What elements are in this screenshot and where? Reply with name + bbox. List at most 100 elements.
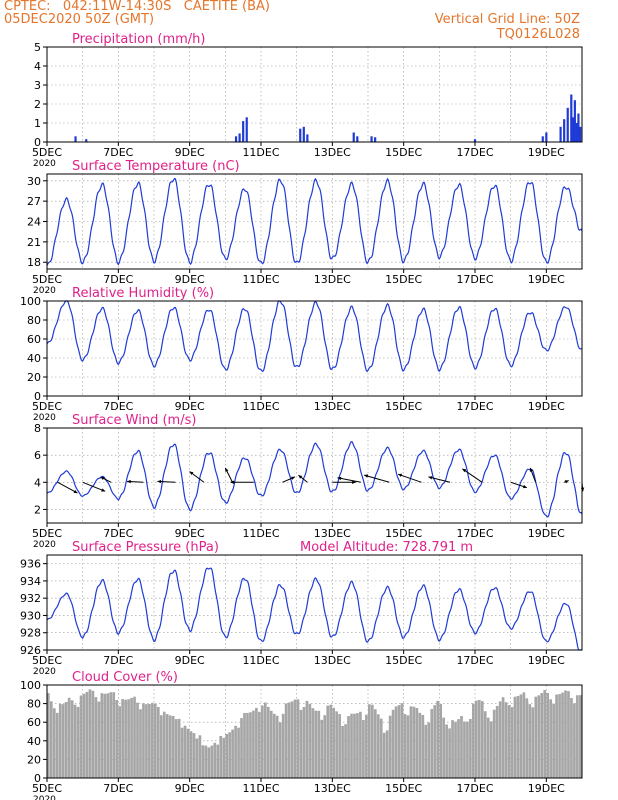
precip-bar <box>545 132 548 142</box>
cloud-bar <box>477 699 481 778</box>
y-tick-label: 5 <box>34 41 41 54</box>
cloud-bar <box>70 700 74 778</box>
cloud-bar <box>76 706 80 778</box>
cloud-bar <box>513 696 517 778</box>
cloud-bar <box>356 713 359 778</box>
cloud-bar <box>162 711 166 778</box>
cloud-bar <box>483 711 487 778</box>
precip-bar <box>575 123 578 142</box>
cloud-bar <box>49 701 53 778</box>
x-tick-label: 15DEC <box>385 654 422 667</box>
cloud-bar <box>314 710 318 778</box>
cloud-bar <box>139 709 142 778</box>
cloud-bar <box>308 703 312 778</box>
cloud-bar <box>439 703 443 778</box>
cloud-bar <box>451 720 454 778</box>
precip-bar <box>234 136 238 142</box>
y-tick-label: 8 <box>34 422 41 435</box>
panel-precip: Precipitation (mm/h) 0 1 2 3 4 5 5DEC 7DEC 9DEC 11… <box>32 32 583 169</box>
precip-bar <box>577 113 580 142</box>
cloud-bar <box>61 704 65 778</box>
cloud-bar <box>350 713 353 778</box>
y-tick-label: 0 <box>34 390 41 403</box>
x-year-label: 2020 <box>33 667 56 677</box>
cloud-bar <box>329 704 333 778</box>
cloud-bar <box>222 737 226 778</box>
y-tick-label: 4 <box>34 60 41 73</box>
x-tick-label: 7DEC <box>103 527 133 540</box>
cloud-bar <box>546 692 550 778</box>
x-tick-label: 15DEC <box>385 527 422 540</box>
cloud-bar <box>561 692 564 778</box>
cloud-bar <box>394 706 398 778</box>
x-tick-label: 11DEC <box>242 273 279 286</box>
y-tick-label: 27 <box>27 195 41 208</box>
x-tick-label: 11DEC <box>242 527 279 540</box>
cloud-bar <box>430 709 434 778</box>
cloud-bar <box>240 718 243 778</box>
cloud-bar <box>460 716 463 778</box>
y-tick-label: 80 <box>27 314 41 327</box>
cloud-bar <box>296 699 300 778</box>
panel-frame <box>46 46 583 143</box>
cloud-bar <box>579 695 582 778</box>
cloud-bar <box>106 693 110 778</box>
cloud-bar <box>433 705 437 778</box>
x-year-label: 2020 <box>33 413 56 423</box>
cloud-bar <box>195 738 199 778</box>
wind-arrow-head <box>291 476 295 480</box>
pres-series-line <box>46 567 582 651</box>
cloud-bar <box>52 708 56 778</box>
wind-arrow <box>57 481 78 494</box>
x-tick-label: 17DEC <box>456 654 493 667</box>
precip-bar <box>238 133 241 142</box>
panel-title: Relative Humidity (%) <box>72 286 214 301</box>
precip-bar <box>370 136 373 142</box>
cloud-bar <box>124 699 127 778</box>
x-tick-label: 9DEC <box>175 654 205 667</box>
precip-bar <box>85 139 88 142</box>
cloud-bar <box>376 714 380 778</box>
cloud-bar <box>97 701 101 778</box>
cloud-bar <box>326 705 330 778</box>
x-tick-label: 7DEC <box>103 400 133 413</box>
x-tick-label: 7DEC <box>103 654 133 667</box>
y-tick-label: 936 <box>20 558 41 571</box>
cloud-bar <box>385 730 389 778</box>
cloud-bar <box>159 715 163 778</box>
x-tick-label: 7DEC <box>103 146 133 159</box>
cloud-bar <box>213 742 217 778</box>
header-grid-line: Vertical Grid Line: 50Z <box>434 12 580 27</box>
wind-arrow <box>397 473 422 483</box>
cloud-bar <box>362 720 365 778</box>
precip-bar <box>74 136 77 142</box>
cloud-bar <box>293 699 297 778</box>
precip-bar <box>541 136 544 142</box>
cloud-bar <box>531 707 535 778</box>
precip-bar <box>571 117 575 142</box>
x-tick-label: 9DEC <box>175 782 205 795</box>
cloud-bar <box>246 712 249 778</box>
x-year-label: 2020 <box>33 159 56 169</box>
cloud-bar <box>436 700 440 778</box>
cloud-bar <box>335 711 338 778</box>
precip-bar <box>473 139 477 142</box>
precip-bar <box>242 121 245 142</box>
panel-frame <box>46 554 583 651</box>
cloud-bar <box>323 715 327 778</box>
temp-series-line <box>46 177 583 266</box>
panel-title: Surface Wind (m/s) <box>72 413 196 428</box>
cloud-bar <box>457 719 460 778</box>
panel-title: Precipitation (mm/h) <box>72 32 205 47</box>
cloud-bar <box>489 721 493 778</box>
x-tick-label: 19DEC <box>528 654 565 667</box>
precip-bar <box>352 132 355 142</box>
panel-subtitle: Model Altitude: 728.791 m <box>300 540 473 555</box>
wind-arrow-head <box>529 467 534 472</box>
cloud-bar <box>261 705 264 778</box>
y-tick-label: 0 <box>34 136 41 149</box>
x-tick-label: 9DEC <box>175 400 205 413</box>
y-tick-label: 40 <box>27 352 41 365</box>
cloud-bar <box>391 709 395 778</box>
cloud-bar <box>249 712 252 778</box>
